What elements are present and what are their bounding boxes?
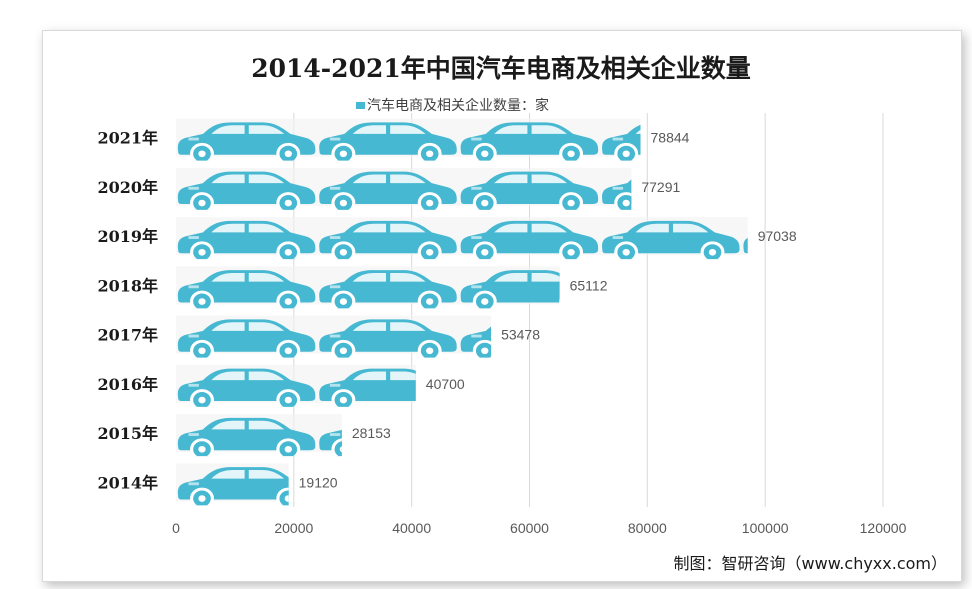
y-category-label: 2014年	[97, 473, 158, 492]
chart-card: 2014-2021年中国汽车电商及相关企业数量 汽车电商及相关企业数量：家 0 2…	[42, 30, 962, 582]
x-tick-label: 120000	[860, 520, 907, 536]
bars	[176, 118, 748, 506]
y-category-label: 2018年	[97, 276, 158, 295]
x-tick-label: 60000	[510, 520, 549, 536]
data-label: 40700	[426, 376, 465, 392]
y-category-label: 2020年	[97, 178, 158, 197]
data-label: 53478	[501, 327, 540, 343]
data-label: 28153	[352, 425, 391, 441]
x-tick-label: 40000	[392, 520, 431, 536]
x-axis: 0 20000 40000 60000 80000 100000 120000	[172, 520, 906, 536]
y-category-label: 2019年	[97, 227, 158, 246]
chart: 2014-2021年中国汽车电商及相关企业数量 汽车电商及相关企业数量：家 0 2…	[97, 54, 947, 573]
bar-2018年	[176, 268, 560, 309]
x-tick-label: 0	[172, 520, 180, 536]
y-category-label: 2021年	[97, 129, 158, 148]
data-label: 19120	[299, 474, 338, 490]
data-label: 65112	[570, 277, 608, 293]
x-tick-label: 100000	[742, 520, 789, 536]
x-tick-label: 80000	[628, 520, 667, 536]
y-category-label: 2016年	[97, 375, 158, 394]
value-labels: 19120 28153 40700 53478 65112 97038 77291 78844	[299, 130, 797, 491]
y-category-label: 2017年	[97, 326, 158, 345]
data-label: 78844	[651, 130, 690, 146]
x-tick-label: 20000	[274, 520, 313, 536]
source-credit: 制图：智研咨询（www.chyxx.com）	[674, 554, 947, 573]
y-axis: 2014年 2015年 2016年 2017年 2018年 2019年 2020年 2021年	[97, 129, 158, 493]
legend-label: 汽车电商及相关企业数量：家	[367, 97, 549, 114]
data-label: 97038	[758, 228, 797, 244]
legend-swatch	[356, 102, 365, 109]
data-label: 77291	[641, 179, 680, 195]
chart-title: 2014-2021年中国汽车电商及相关企业数量	[251, 54, 751, 83]
y-category-label: 2015年	[97, 424, 158, 443]
